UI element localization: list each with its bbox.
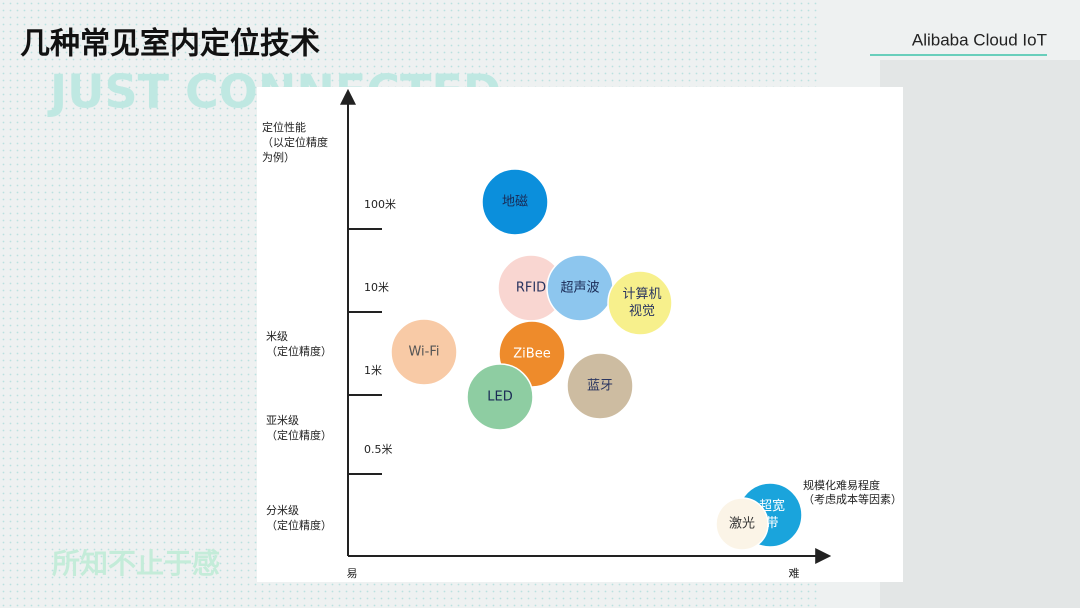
- level-label: 米级: [266, 330, 288, 343]
- node-circle: [390, 318, 458, 386]
- node-label: 地磁: [502, 195, 528, 210]
- level-label: （定位精度）: [266, 344, 332, 358]
- node-label: RFID: [516, 281, 546, 296]
- tech-node: LED: [466, 363, 534, 431]
- city-backdrop: [880, 60, 1080, 608]
- x-axis-title: 规模化难易程度: [803, 478, 880, 492]
- node-label: ZiBee: [513, 347, 550, 362]
- node-label: 视觉: [629, 304, 655, 319]
- node-label: 激光: [729, 517, 755, 532]
- level-label: 分米级: [266, 504, 299, 517]
- node-circle: [481, 168, 549, 236]
- tick-label: 0.5米: [364, 443, 393, 456]
- level-label: （定位精度）: [266, 428, 332, 442]
- tech-node: 地磁: [481, 168, 549, 236]
- node-label: 计算机: [622, 287, 661, 302]
- node-label: 蓝牙: [587, 379, 613, 394]
- node-label: LED: [487, 390, 512, 405]
- node-circle: [715, 497, 769, 551]
- tick-label: 1米: [364, 364, 382, 377]
- node-label: 带: [765, 516, 778, 531]
- tick-label: 10米: [364, 281, 389, 294]
- x-axis-title: （考虑成本等因素）: [803, 492, 902, 506]
- slide-title: 几种常见室内定位技术: [20, 27, 320, 62]
- node-circle: [607, 270, 673, 336]
- x-start-label: 易: [347, 567, 358, 580]
- node-label: 超声波: [560, 281, 599, 296]
- y-axis-title: 定位性能: [262, 120, 306, 134]
- node-label: 超宽: [759, 498, 785, 514]
- node-circle: [566, 352, 634, 420]
- tech-node: 蓝牙: [566, 352, 634, 420]
- x-end-label: 难: [789, 567, 800, 580]
- tick-label: 100米: [364, 198, 396, 211]
- tech-node: 超声波: [546, 254, 614, 322]
- level-label: 亚米级: [266, 414, 299, 427]
- y-axis-title: （以定位精度: [262, 135, 328, 149]
- node-circle: [466, 363, 534, 431]
- tech-node: 激光: [715, 497, 769, 551]
- slogan: 所知不止于感: [52, 547, 220, 580]
- diagram-panel: [257, 87, 903, 582]
- brand: Alibaba Cloud IoT: [912, 30, 1047, 49]
- y-axis-title: 为例）: [262, 150, 295, 164]
- node-label: Wi-Fi: [408, 345, 439, 360]
- tech-node: Wi-Fi: [390, 318, 458, 386]
- level-label: （定位精度）: [266, 518, 332, 532]
